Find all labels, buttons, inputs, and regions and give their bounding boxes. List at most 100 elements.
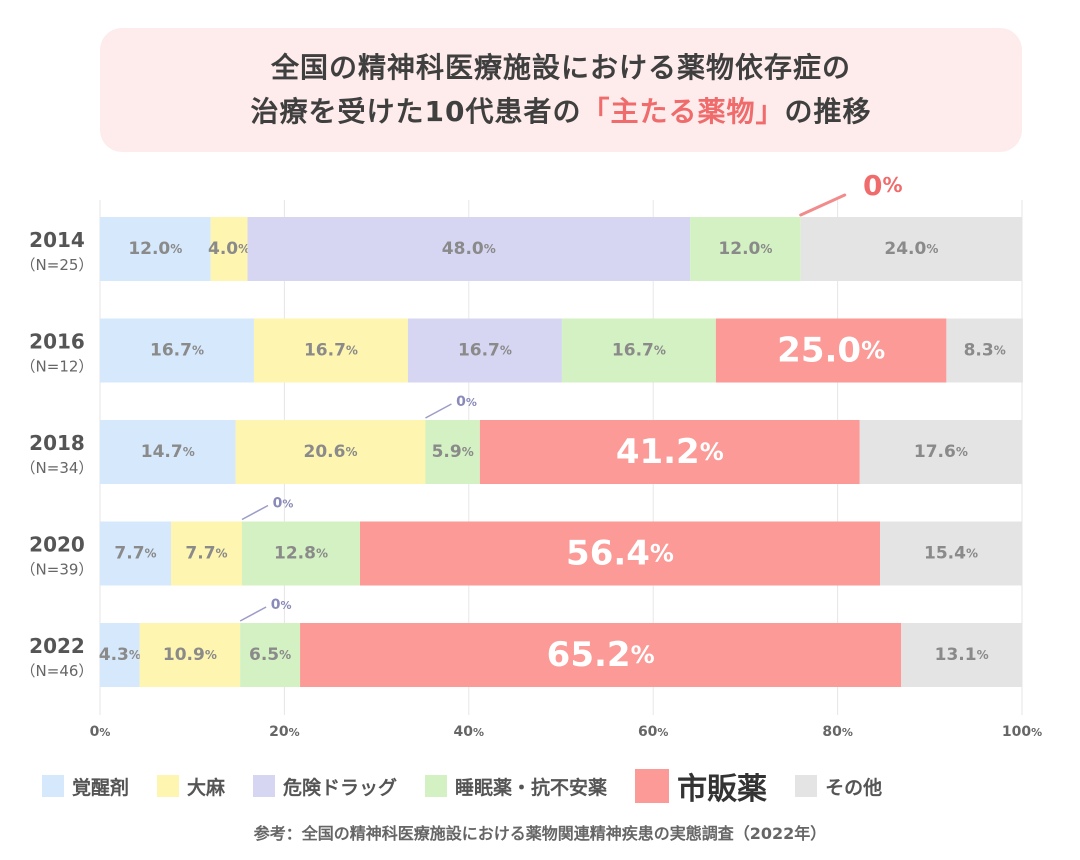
y-category-label: 2014 [29, 228, 85, 252]
bar-segment [253, 318, 408, 383]
bar-segment [241, 521, 361, 586]
data-label: 65.2% [547, 635, 655, 675]
data-label: 16.7% [150, 341, 204, 361]
bar-segment [170, 521, 242, 586]
zero-callout-leader [239, 606, 267, 622]
chart-title-box: 全国の精神科医療施設における薬物依存症の 治療を受けた10代患者の「主たる薬物」… [100, 28, 1022, 152]
data-label: 7.7% [185, 544, 227, 564]
data-label: 4.3% [99, 645, 141, 665]
data-label: 25.0% [777, 331, 885, 371]
data-label: 16.7% [304, 341, 358, 361]
x-tick-label: 60% [638, 724, 669, 740]
legend-swatch-stimulants [42, 775, 64, 797]
legend-item-dangerous-drugs: 危険ドラッグ [253, 773, 397, 800]
legend-item-sedatives: 睡眠薬・抗不安薬 [425, 773, 607, 800]
bar-segment [407, 318, 562, 383]
y-category-label: 2020 [29, 533, 85, 557]
bar-segment [235, 420, 426, 484]
legend-item-stimulants: 覚醒剤 [42, 773, 129, 800]
y-category-note: （N=12） [21, 358, 94, 376]
x-tick-label: 80% [822, 724, 853, 740]
data-label: 5.9% [432, 442, 474, 462]
source-note: 参考：全国の精神科医療施設における薬物関連精神疾患の実態調査（2022年） [253, 824, 827, 843]
data-label: 13.1% [935, 645, 989, 665]
bar-segment [100, 623, 140, 687]
bar-segment [946, 318, 1023, 383]
data-label: 24.0% [884, 239, 938, 259]
y-category-label: 2018 [29, 431, 85, 455]
bar-segment [425, 420, 480, 484]
data-label: 48.0% [442, 239, 496, 259]
data-label: 14.7% [141, 442, 195, 462]
bar-segment [247, 217, 691, 281]
legend-swatch-cannabis [157, 775, 180, 797]
data-label: 12.8% [274, 544, 328, 564]
title-line-2-before: 治療を受けた10代患者の [250, 95, 582, 128]
bar-segment [100, 217, 211, 281]
zero-callout-label: 0% [273, 496, 294, 512]
data-label: 41.2% [616, 432, 724, 472]
x-tick-label: 100% [1002, 724, 1042, 740]
chart-legend: 覚醒剤 大麻 危険ドラッグ 睡眠薬・抗不安薬 市販薬 その他 [42, 764, 1042, 808]
data-label: 10.9% [163, 645, 217, 665]
y-category-note: （N=46） [21, 662, 94, 680]
title-line-2: 治療を受けた10代患者の「主たる薬物」の推移 [251, 90, 872, 134]
data-label: 16.7% [458, 341, 512, 361]
title-line-1: 全国の精神科医療施設における薬物依存症の [270, 51, 851, 84]
data-label: 7.7% [114, 544, 156, 564]
data-label: 12.0% [718, 239, 772, 259]
data-label: 12.0% [128, 239, 182, 259]
x-tick-label: 40% [454, 724, 485, 740]
stacked-bar-chart: 0% 20% 40% 60% 80% 100% 2014 （N=25） 12.0% 4.0% 48.… [21, 169, 1043, 741]
title-line-2-after: の推移 [784, 95, 872, 128]
bar-segment [880, 521, 1022, 586]
legend-label-stimulants: 覚醒剤 [72, 776, 130, 799]
data-label: 16.7% [612, 341, 666, 361]
legend-label-other: その他 [825, 776, 883, 799]
data-label: 20.6% [304, 442, 358, 462]
bar-segment [360, 521, 881, 586]
legend-label-cannabis: 大麻 [187, 776, 226, 799]
legend-label-dangerous-drugs: 危険ドラッグ [283, 776, 398, 799]
legend-item-otc-drugs: 市販薬 [635, 764, 767, 808]
bar-segment [139, 623, 241, 687]
bar-segment [240, 623, 301, 687]
legend-item-other: その他 [795, 773, 882, 800]
zero-callout-label: 0% [863, 169, 903, 202]
data-label: 6.5% [249, 645, 291, 665]
y-category-note: （N=39） [21, 561, 94, 579]
bar-segment [100, 521, 171, 586]
y-category-note: （N=25） [21, 256, 94, 274]
legend-label-sedatives: 睡眠薬・抗不安薬 [455, 776, 608, 799]
bar-segment [100, 318, 254, 383]
legend-label-otc-drugs: 市販薬 [677, 772, 768, 807]
bar-segment [210, 217, 248, 281]
data-label: 56.4% [566, 534, 674, 574]
bar-segment [100, 420, 236, 484]
bar-segment [715, 318, 947, 383]
legend-swatch-other [795, 775, 818, 797]
legend-swatch-dangerous-drugs [253, 775, 276, 797]
y-category-label: 2016 [29, 330, 85, 354]
data-label: 15.4% [924, 544, 978, 564]
zero-callout-leader [241, 504, 269, 521]
zero-callout-label: 0% [271, 597, 292, 613]
zero-callout-leader [425, 403, 452, 419]
bar-segment [690, 217, 801, 281]
zero-callout-label: 0% [456, 394, 477, 410]
data-label: 17.6% [914, 442, 968, 462]
bar-segment [859, 420, 1022, 484]
data-label: 8.3% [964, 341, 1006, 361]
y-category-label: 2022 [29, 634, 85, 658]
legend-swatch-sedatives [425, 775, 448, 797]
x-tick-label: 0% [90, 724, 111, 740]
bar-segment [561, 318, 716, 383]
legend-item-cannabis: 大麻 [157, 773, 225, 800]
legend-swatch-otc-drugs [635, 769, 670, 803]
bar-segment [901, 623, 1022, 687]
y-category-note: （N=34） [21, 459, 94, 477]
data-label: 4.0% [208, 239, 250, 259]
bar-segment [300, 623, 902, 687]
title-highlight: 「主たる薬物」 [581, 95, 785, 128]
bar-segment [800, 217, 1022, 281]
